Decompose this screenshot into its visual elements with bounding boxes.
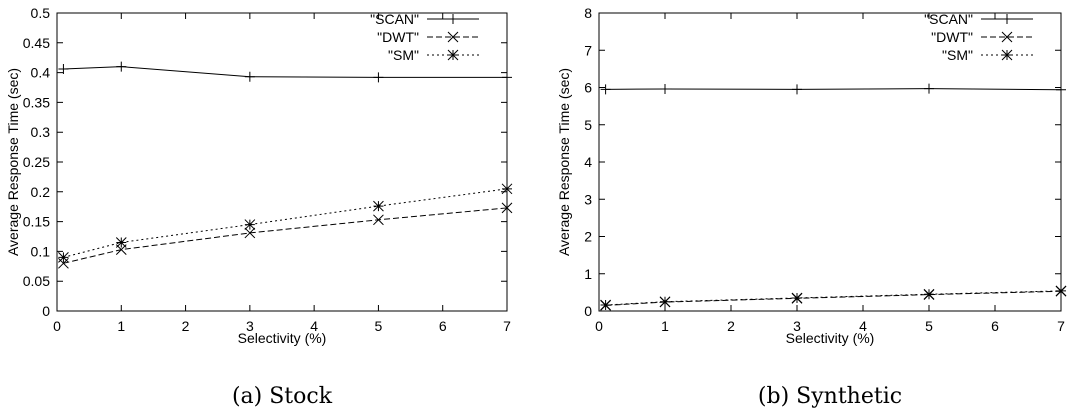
data-point-marker — [373, 72, 384, 83]
data-point-marker — [600, 84, 611, 95]
series-line — [605, 88, 1062, 91]
x-tick-label: 5 — [925, 318, 933, 334]
y-tick-label: 0.5 — [31, 5, 51, 21]
series-line — [63, 207, 508, 264]
legend-marker — [1001, 49, 1013, 61]
data-point-marker — [791, 292, 803, 304]
y-axis-label: Average Response Time (sec) — [5, 68, 21, 256]
x-tick-label: 3 — [793, 318, 801, 334]
data-point-marker — [244, 71, 255, 82]
data-point-marker — [924, 83, 934, 94]
data-point-marker — [58, 252, 69, 263]
y-tick-label: 8 — [584, 5, 592, 21]
data-point-marker — [792, 84, 802, 95]
legend-marker — [448, 14, 458, 24]
series-scan — [58, 61, 512, 83]
series-line — [605, 290, 1062, 306]
y-tick-label: 0.2 — [31, 184, 51, 200]
series-sm — [600, 285, 1067, 311]
x-tick-label: 0 — [53, 318, 61, 334]
data-point-marker — [1055, 285, 1067, 297]
y-tick-label: 5 — [584, 117, 592, 133]
y-tick-label: 0.4 — [31, 65, 51, 81]
data-point-marker — [1056, 84, 1066, 95]
legend-label: "SM" — [942, 47, 973, 63]
series-dwt — [58, 202, 513, 269]
legend-marker — [447, 31, 459, 43]
legend-marker — [1002, 14, 1012, 24]
x-tick-label: 6 — [439, 318, 447, 334]
data-point-marker — [600, 299, 611, 311]
x-tick-label: 2 — [727, 318, 735, 334]
legend-marker — [447, 49, 459, 61]
data-point-marker — [116, 61, 127, 72]
data-point-marker — [659, 296, 671, 308]
x-axis-label: Selectivity (%) — [238, 330, 327, 346]
x-tick-label: 0 — [595, 318, 603, 334]
data-point-marker — [115, 237, 127, 248]
legend-label: "SCAN" — [370, 11, 419, 27]
x-tick-label: 7 — [1057, 318, 1065, 334]
y-tick-label: 0.1 — [31, 243, 51, 259]
y-tick-label: 0.3 — [31, 124, 51, 140]
chart-stock: 0 0.05 0.1 0.15 0.2 0.25 0.3 0.35 0.4 0.45 0.5 0 1 2 3… — [5, 5, 513, 409]
x-tick-label: 7 — [503, 318, 511, 334]
y-tick-label: 0.05 — [23, 273, 50, 289]
data-point-marker — [244, 219, 256, 230]
plot-frame — [598, 12, 1062, 312]
series-line — [63, 188, 508, 258]
data-point-marker — [502, 72, 512, 83]
y-tick-label: 0 — [42, 303, 50, 319]
series-line — [63, 66, 507, 78]
data-point-marker — [244, 227, 256, 239]
y-tick-label: 0 — [584, 303, 592, 319]
data-point-marker — [501, 183, 513, 195]
x-tick-label: 1 — [661, 318, 669, 334]
y-tick-label: 3 — [584, 191, 592, 207]
data-point-marker — [373, 214, 384, 226]
y-tick-label: 2 — [584, 229, 592, 245]
chart-caption: (b) Synthetic — [758, 384, 902, 409]
data-point-marker — [58, 64, 69, 75]
series-dwt — [600, 285, 1067, 311]
legend-label: "DWT" — [931, 29, 973, 45]
x-tick-label: 2 — [182, 318, 190, 334]
legend-label: "DWT" — [377, 29, 419, 45]
legend-marker — [1001, 31, 1013, 43]
y-tick-label: 4 — [584, 154, 592, 170]
y-axis-label: Average Response Time (sec) — [556, 68, 572, 256]
y-tick-label: 7 — [584, 42, 592, 58]
x-tick-label: 3 — [246, 318, 254, 334]
x-axis-label: Selectivity (%) — [786, 330, 875, 346]
data-point-marker — [923, 288, 935, 300]
data-point-marker — [373, 200, 384, 212]
y-tick-label: 6 — [584, 80, 592, 96]
x-tick-label: 4 — [859, 318, 867, 334]
y-tick-label: 0.15 — [23, 214, 50, 230]
y-tick-label: 0.35 — [23, 94, 50, 110]
series-sm — [58, 183, 513, 263]
legend-label: "SM" — [388, 47, 419, 63]
plot-frame — [56, 12, 508, 312]
y-tick-label: 0.25 — [23, 154, 50, 170]
data-point-marker — [660, 83, 670, 94]
y-tick-label: 0.45 — [23, 35, 50, 51]
x-tick-label: 1 — [117, 318, 125, 334]
series-scan — [600, 83, 1066, 95]
y-tick-label: 1 — [584, 266, 592, 282]
x-tick-label: 4 — [310, 318, 318, 334]
legend-label: "SCAN" — [924, 11, 973, 27]
x-tick-label: 6 — [991, 318, 999, 334]
chart-caption: (a) Stock — [232, 384, 333, 409]
data-point-marker — [501, 202, 513, 214]
chart-synthetic: 0 1 2 3 4 5 6 7 8 0 1 2 3 4 5 6 7 Selectivity (%) Average … — [556, 5, 1067, 409]
x-tick-label: 5 — [375, 318, 383, 334]
